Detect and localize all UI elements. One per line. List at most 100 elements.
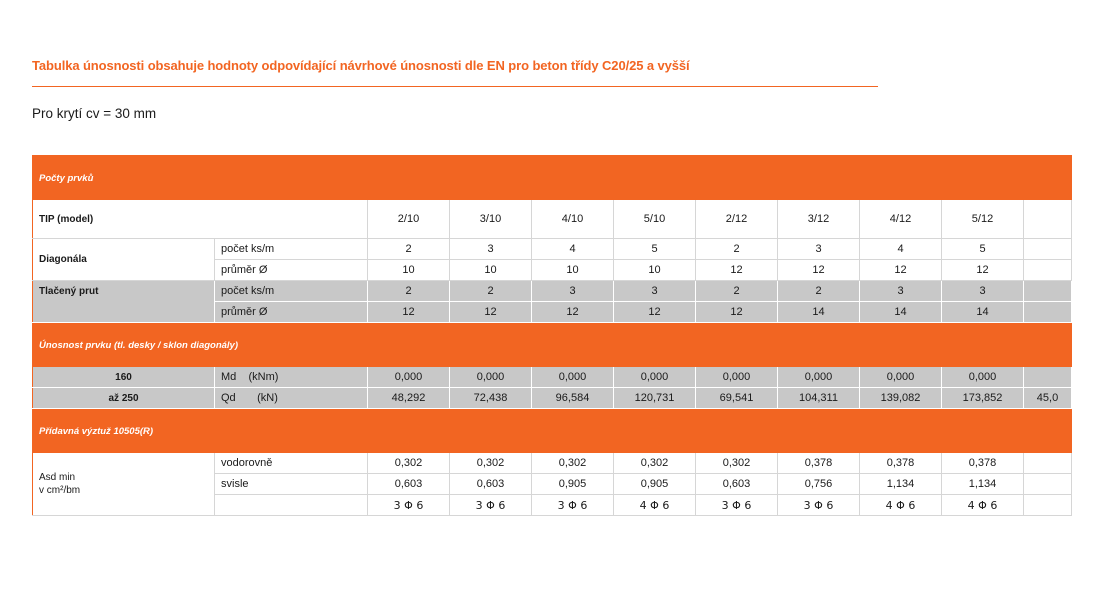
section-header-elements: Počty prvků bbox=[32, 155, 1072, 200]
table-cell bbox=[1023, 453, 1073, 474]
table-cell: 0,603 bbox=[695, 473, 778, 495]
model-cell bbox=[1023, 200, 1073, 239]
table-cell: 0,000 bbox=[941, 367, 1024, 388]
page-heading: Tabulka únosnosti obsahuje hodnoty odpov… bbox=[32, 58, 690, 73]
table-cell: 3 bbox=[531, 280, 614, 302]
thickness-label: až 250 bbox=[32, 387, 215, 409]
model-cell: 4/10 bbox=[531, 200, 614, 239]
row-sublabel: svisle bbox=[214, 473, 368, 495]
unit-text: (kNm) bbox=[248, 371, 279, 383]
table-cell: 12 bbox=[859, 259, 942, 281]
table-cell: 12 bbox=[613, 301, 696, 323]
table-cell: 0,000 bbox=[859, 367, 942, 388]
capacity-table: Počty prvků TIP (model) 2/10 3/10 4/10 5… bbox=[32, 155, 1073, 516]
table-cell: 0,378 bbox=[859, 453, 942, 474]
table-cell: 0,000 bbox=[531, 367, 614, 388]
table-cell: 0,905 bbox=[531, 473, 614, 495]
table-cell: 2 bbox=[449, 280, 532, 302]
table-cell: 4 Φ 6 bbox=[613, 494, 696, 516]
table-cell: 0,756 bbox=[777, 473, 860, 495]
section-title: Počty prvků bbox=[32, 155, 1072, 200]
table-row: průměr Ø 12 12 12 12 12 14 14 14 bbox=[33, 301, 1073, 323]
table-row: 3 Φ 6 3 Φ 6 3 Φ 6 4 Φ 6 3 Φ 6 3 Φ 6 4 Φ … bbox=[33, 494, 1073, 516]
table-cell bbox=[1023, 280, 1073, 302]
table-row: Diagonála počet ks/m 2 3 4 5 2 3 4 5 bbox=[32, 238, 1073, 281]
table-cell: 10 bbox=[367, 259, 450, 281]
table-cell: 4 bbox=[531, 238, 614, 260]
section-title: Únosnost prvku (tl. desky / sklon diagon… bbox=[32, 322, 1072, 367]
row-sublabel: počet ks/m bbox=[214, 238, 368, 260]
table-cell: 0,302 bbox=[613, 453, 696, 474]
table-cell bbox=[1023, 494, 1073, 516]
table-cell: 173,852 bbox=[941, 387, 1024, 409]
table-cell: 3 bbox=[941, 280, 1024, 302]
table-cell: 3 Φ 6 bbox=[367, 494, 450, 516]
table-cell: 48,292 bbox=[367, 387, 450, 409]
unit-symbol: Md bbox=[221, 371, 237, 383]
table-row: až 250 Qd (kN) 48,292 72,438 96,584 120,… bbox=[32, 387, 1073, 409]
table-cell: 4 Φ 6 bbox=[941, 494, 1024, 516]
table-cell: 10 bbox=[449, 259, 532, 281]
table-cell: 104,311 bbox=[777, 387, 860, 409]
table-cell: 3 Φ 6 bbox=[695, 494, 778, 516]
model-cell: 5/12 bbox=[941, 200, 1024, 239]
reinforcement-label-line2: v cm²/bm bbox=[39, 485, 81, 496]
table-cell bbox=[1023, 238, 1073, 260]
table-cell: 0,000 bbox=[449, 367, 532, 388]
table-cell: 3 Φ 6 bbox=[449, 494, 532, 516]
row-sublabel: počet ks/m bbox=[214, 280, 368, 302]
table-cell: 0,000 bbox=[777, 367, 860, 388]
table-cell: 2 bbox=[367, 238, 450, 260]
table-row: průměr Ø 10 10 10 10 12 12 12 12 bbox=[33, 259, 1073, 281]
table-cell: 14 bbox=[777, 301, 860, 323]
table-cell: 0,000 bbox=[613, 367, 696, 388]
table-cell: 3 bbox=[777, 238, 860, 260]
model-cell: 2/12 bbox=[695, 200, 778, 239]
row-sublabel: Qd (kN) bbox=[214, 387, 368, 409]
tlaceny-label: Tlačený prut bbox=[32, 280, 215, 323]
row-sublabel: vodorovně bbox=[214, 453, 368, 474]
model-cell: 2/10 bbox=[367, 200, 450, 239]
table-cell: 72,438 bbox=[449, 387, 532, 409]
table-cell: 0,905 bbox=[613, 473, 696, 495]
cover-subtitle: Pro krytí cv = 30 mm bbox=[32, 106, 157, 121]
table-cell: 0,302 bbox=[367, 453, 450, 474]
table-cell: 14 bbox=[941, 301, 1024, 323]
table-row: Tlačený prut počet ks/m 2 2 3 3 2 2 3 3 bbox=[32, 280, 1073, 323]
model-cell: 3/10 bbox=[449, 200, 532, 239]
table-cell: 10 bbox=[531, 259, 614, 281]
row-sublabel: průměr Ø bbox=[214, 259, 368, 281]
table-cell: 10 bbox=[613, 259, 696, 281]
model-label: TIP (model) bbox=[32, 200, 368, 239]
table-cell: 14 bbox=[859, 301, 942, 323]
table-cell: 0,603 bbox=[367, 473, 450, 495]
table-cell: 1,134 bbox=[941, 473, 1024, 495]
row-sublabel: Md (kNm) bbox=[214, 367, 368, 388]
model-cell: 3/12 bbox=[777, 200, 860, 239]
table-row: 160 Md (kNm) 0,000 0,000 0,000 0,000 0,0… bbox=[32, 367, 1073, 388]
unit-text: (kN) bbox=[257, 392, 278, 404]
unit-symbol: Qd bbox=[221, 392, 236, 404]
row-sublabel: průměr Ø bbox=[214, 301, 368, 323]
table-row-model: TIP (model) 2/10 3/10 4/10 5/10 2/12 3/1… bbox=[32, 200, 1073, 239]
model-cell: 4/12 bbox=[859, 200, 942, 239]
table-cell: 2 bbox=[695, 280, 778, 302]
section-header-reinforcement: Přídavná výztuž 10505(R) bbox=[32, 408, 1072, 453]
table-cell: 3 bbox=[613, 280, 696, 302]
reinforcement-label: Asd min v cm²/bm bbox=[32, 453, 215, 516]
table-cell: 3 Φ 6 bbox=[531, 494, 614, 516]
table-cell: 12 bbox=[367, 301, 450, 323]
table-cell: 5 bbox=[941, 238, 1024, 260]
model-cell: 5/10 bbox=[613, 200, 696, 239]
table-cell: 96,584 bbox=[531, 387, 614, 409]
table-cell: 45,0 bbox=[1023, 387, 1073, 409]
heading-divider bbox=[32, 86, 878, 87]
table-cell: 1,134 bbox=[859, 473, 942, 495]
table-cell: 12 bbox=[695, 301, 778, 323]
diagonala-label: Diagonála bbox=[32, 238, 215, 281]
table-row: Asd min v cm²/bm vodorovně 0,302 0,302 0… bbox=[32, 453, 1073, 516]
table-cell: 0,302 bbox=[449, 453, 532, 474]
table-cell: 120,731 bbox=[613, 387, 696, 409]
section-header-capacity: Únosnost prvku (tl. desky / sklon diagon… bbox=[32, 322, 1072, 367]
table-cell: 0,302 bbox=[531, 453, 614, 474]
